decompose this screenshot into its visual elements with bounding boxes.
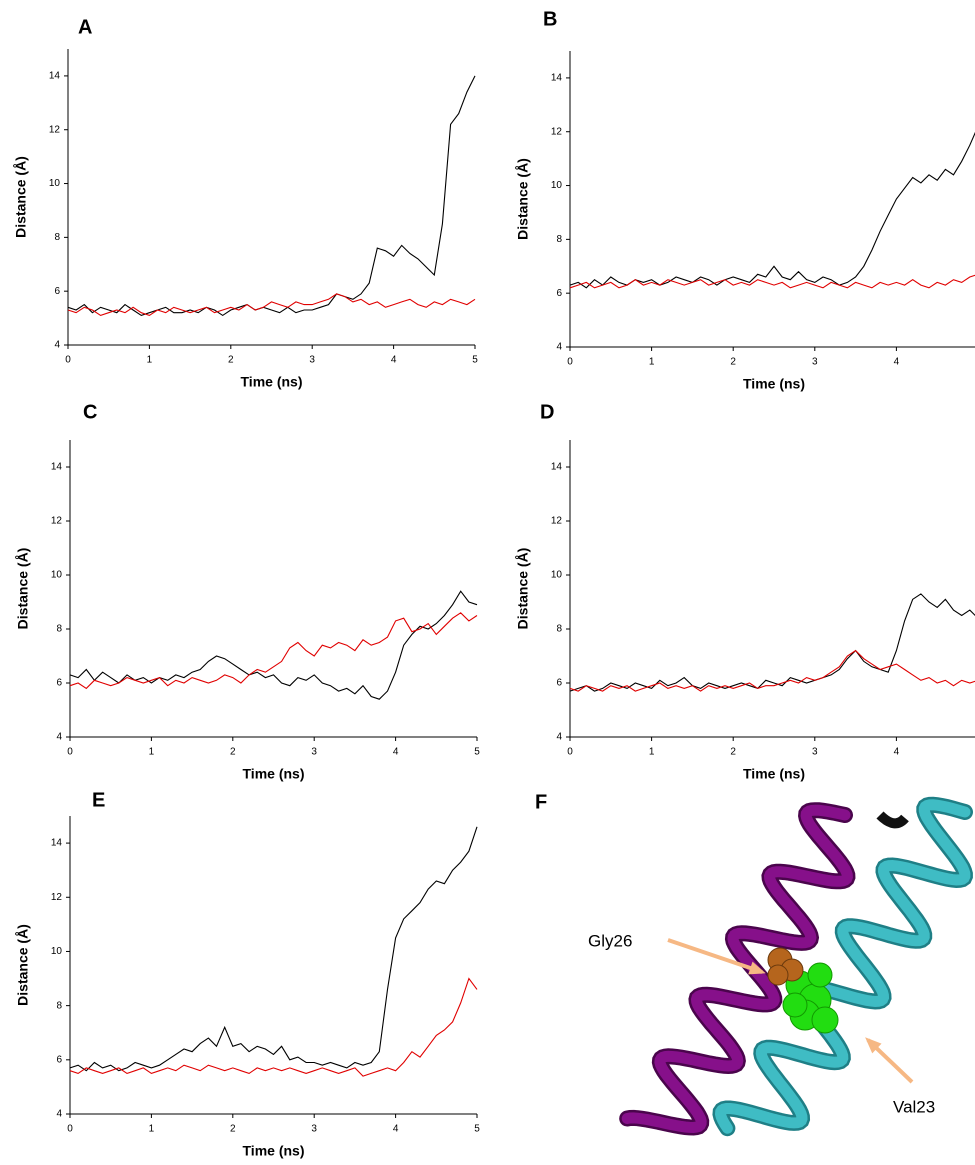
structure-image bbox=[619, 796, 973, 1137]
x-tick-label: 3 bbox=[812, 747, 818, 758]
series-line bbox=[67, 293, 476, 317]
residue-blob bbox=[782, 992, 808, 1018]
y-tick-label: 14 bbox=[551, 73, 563, 84]
x-axis-label: Time (ns) bbox=[243, 766, 305, 782]
x-tick-label: 1 bbox=[649, 357, 655, 368]
y-tick-label: 4 bbox=[556, 342, 562, 353]
panel-label: C bbox=[83, 401, 97, 423]
panel-label: B bbox=[543, 8, 557, 30]
annotation: Val23 bbox=[893, 1097, 935, 1116]
y-tick-label: 6 bbox=[56, 1054, 62, 1065]
panel-label: A bbox=[78, 16, 92, 38]
x-tick-label: 0 bbox=[67, 747, 73, 758]
x-tick-label: 2 bbox=[730, 747, 736, 758]
x-tick-label: 2 bbox=[730, 357, 736, 368]
residue-blob bbox=[811, 1006, 839, 1034]
series-line bbox=[69, 977, 478, 1077]
x-tick-label: 0 bbox=[567, 357, 573, 368]
x-tick-label: 2 bbox=[228, 355, 234, 366]
x-tick-label: 4 bbox=[894, 357, 900, 368]
x-tick-label: 0 bbox=[65, 355, 71, 366]
x-tick-label: 1 bbox=[147, 355, 153, 366]
x-tick-label: 5 bbox=[474, 1124, 480, 1135]
y-axis-label: Distance (Å) bbox=[15, 924, 31, 1006]
helix bbox=[876, 811, 909, 829]
y-tick-label: 14 bbox=[551, 462, 563, 473]
x-axis-label: Time (ns) bbox=[241, 374, 303, 390]
y-tick-label: 6 bbox=[54, 286, 60, 297]
x-tick-label: 1 bbox=[649, 747, 655, 758]
panel-label: D bbox=[540, 401, 554, 423]
y-axis-label: Distance (Å) bbox=[13, 156, 29, 238]
y-tick-label: 12 bbox=[49, 124, 61, 135]
y-tick-label: 10 bbox=[51, 946, 63, 957]
x-tick-label: 0 bbox=[67, 1124, 73, 1135]
residue-blob bbox=[807, 962, 833, 988]
y-tick-label: 14 bbox=[51, 838, 63, 849]
x-tick-label: 3 bbox=[812, 357, 818, 368]
x-tick-label: 2 bbox=[230, 747, 236, 758]
x-tick-label: 0 bbox=[567, 747, 573, 758]
series-line bbox=[69, 612, 478, 690]
y-tick-label: 12 bbox=[551, 126, 563, 137]
x-axis-label: Time (ns) bbox=[743, 376, 805, 392]
helix bbox=[621, 804, 853, 1134]
y-tick-label: 12 bbox=[51, 516, 63, 527]
x-tick-label: 1 bbox=[149, 747, 155, 758]
arrow-head bbox=[865, 1037, 882, 1054]
panel-label: F bbox=[535, 791, 547, 813]
x-tick-label: 3 bbox=[309, 355, 315, 366]
y-tick-label: 6 bbox=[556, 288, 562, 299]
y-tick-label: 8 bbox=[556, 234, 562, 245]
series-line bbox=[569, 593, 975, 692]
series-line bbox=[569, 649, 975, 692]
series-line bbox=[569, 274, 975, 289]
y-tick-label: 4 bbox=[54, 340, 60, 351]
y-tick-label: 10 bbox=[551, 570, 563, 581]
x-axis-label: Time (ns) bbox=[743, 766, 805, 782]
y-tick-label: 8 bbox=[54, 232, 60, 243]
series-line bbox=[69, 590, 478, 700]
x-tick-label: 4 bbox=[894, 747, 900, 758]
x-axis-label: Time (ns) bbox=[243, 1143, 305, 1159]
y-axis-label: Distance (Å) bbox=[15, 548, 31, 630]
x-tick-label: 3 bbox=[311, 1124, 317, 1135]
x-tick-label: 1 bbox=[149, 1124, 155, 1135]
x-tick-label: 5 bbox=[474, 747, 480, 758]
y-axis-label: Distance (Å) bbox=[515, 158, 531, 240]
y-tick-label: 6 bbox=[556, 678, 562, 689]
y-tick-label: 12 bbox=[551, 516, 563, 527]
x-tick-label: 4 bbox=[393, 747, 399, 758]
x-tick-label: 2 bbox=[230, 1124, 236, 1135]
series-line bbox=[569, 131, 975, 289]
y-tick-label: 8 bbox=[556, 624, 562, 635]
arrow-head bbox=[748, 961, 766, 975]
residue-blob bbox=[767, 964, 789, 986]
annotation: Gly26 bbox=[588, 931, 632, 950]
x-tick-label: 4 bbox=[391, 355, 397, 366]
y-tick-label: 4 bbox=[56, 1109, 62, 1120]
x-tick-label: 5 bbox=[472, 355, 478, 366]
y-tick-label: 10 bbox=[551, 180, 563, 191]
y-tick-label: 10 bbox=[51, 570, 63, 581]
y-tick-label: 6 bbox=[56, 678, 62, 689]
y-tick-label: 8 bbox=[56, 1000, 62, 1011]
series-line bbox=[69, 826, 478, 1072]
series-line bbox=[67, 75, 476, 317]
arrow bbox=[667, 938, 763, 974]
x-tick-label: 3 bbox=[311, 747, 317, 758]
y-axis-label: Distance (Å) bbox=[515, 548, 531, 630]
panel-label: E bbox=[92, 789, 105, 811]
y-tick-label: 8 bbox=[56, 624, 62, 635]
y-tick-label: 14 bbox=[51, 462, 63, 473]
y-tick-label: 4 bbox=[556, 732, 562, 743]
helix bbox=[714, 799, 971, 1134]
y-tick-label: 12 bbox=[51, 892, 63, 903]
y-tick-label: 14 bbox=[49, 71, 61, 82]
y-tick-label: 4 bbox=[56, 732, 62, 743]
x-tick-label: 4 bbox=[393, 1124, 399, 1135]
y-tick-label: 10 bbox=[49, 178, 61, 189]
